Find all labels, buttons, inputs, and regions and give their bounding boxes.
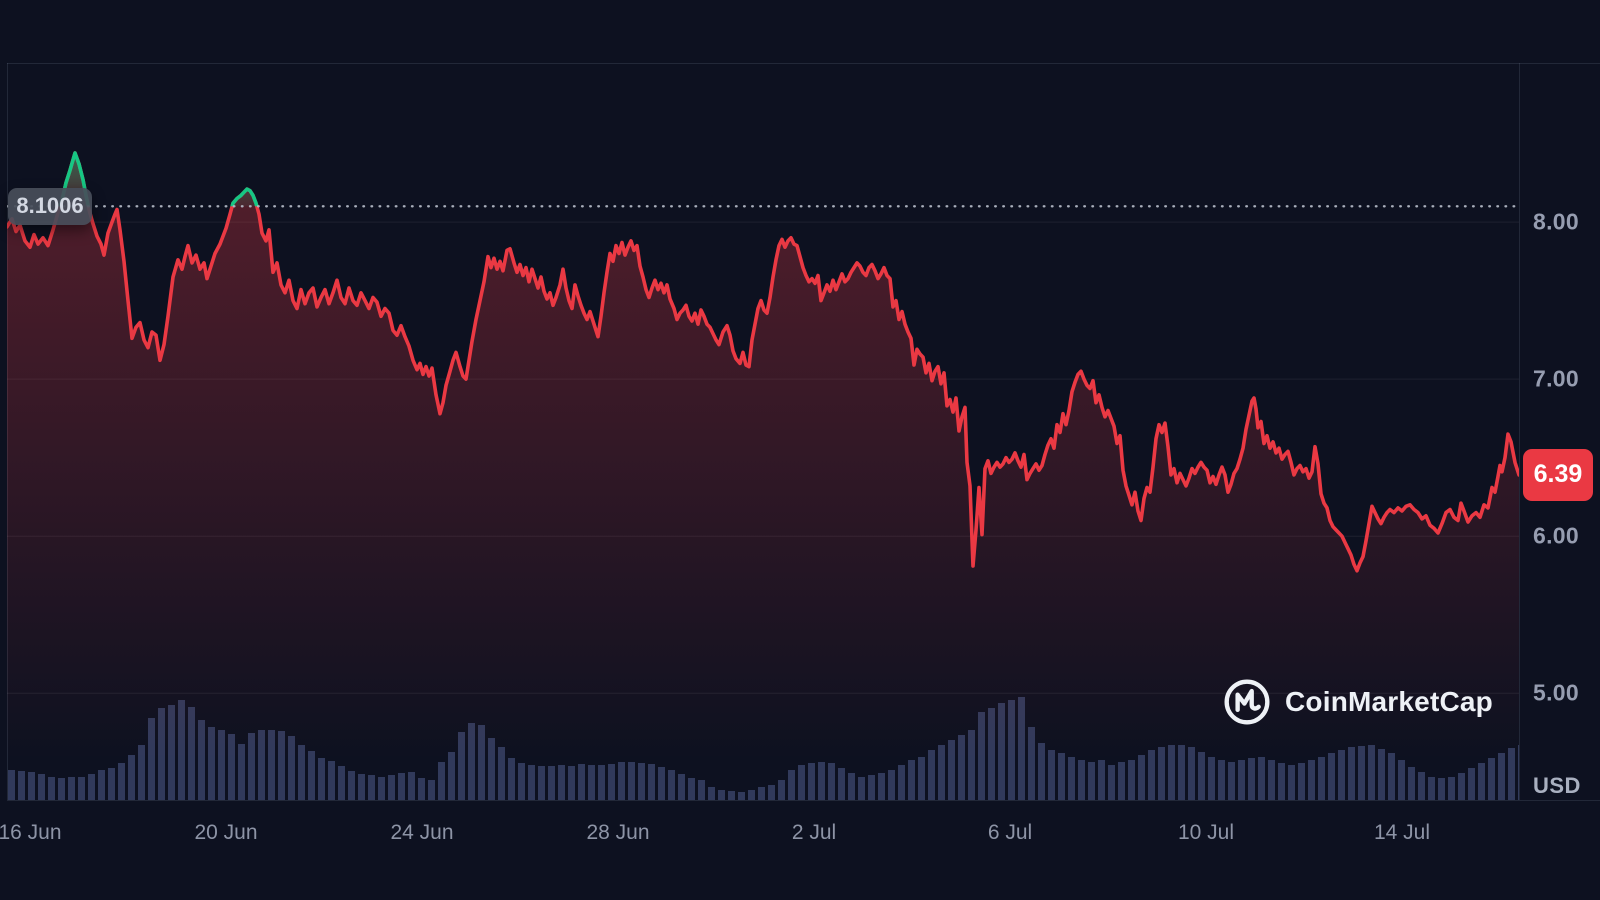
x-axis-label: 20 Jun <box>194 821 258 844</box>
x-axis-label: 14 Jul <box>1373 821 1431 844</box>
y-axis-label: 6.00 <box>1533 522 1579 549</box>
plot-border-bottom <box>7 800 1600 801</box>
price-chart-canvas[interactable] <box>7 63 1519 800</box>
y-axis-label: 8.00 <box>1533 208 1579 235</box>
current-price-label: 6.39 <box>1533 460 1583 489</box>
x-axis-label: 6 Jul <box>987 821 1033 844</box>
y-axis-label: 7.00 <box>1533 365 1579 392</box>
plot-border-top <box>7 63 1600 64</box>
x-axis-label: 10 Jul <box>1177 821 1235 844</box>
x-axis-label: 16 Jun <box>0 821 62 844</box>
y-axis-label: 5.00 <box>1533 679 1579 706</box>
coinmarketcap-watermark: CoinMarketCap <box>1222 676 1493 728</box>
reference-price-label: 8.1006 <box>16 193 84 219</box>
price-area-fill <box>7 153 1519 800</box>
x-axis-label: 28 Jun <box>586 821 650 844</box>
price-chart-svg <box>7 151 1519 800</box>
coinmarketcap-logo-icon <box>1222 677 1272 727</box>
coinmarketcap-logo-text: CoinMarketCap <box>1285 686 1493 717</box>
x-axis-label: 24 Jun <box>390 821 454 844</box>
currency-unit-label: USD <box>1533 773 1581 798</box>
reference-price-badge: 8.1006 <box>8 187 92 225</box>
x-axis-label: 2 Jul <box>791 821 837 844</box>
price-line <box>7 151 1519 573</box>
current-price-badge: 6.39 <box>1523 448 1593 501</box>
y-axis-separator <box>1519 63 1520 800</box>
